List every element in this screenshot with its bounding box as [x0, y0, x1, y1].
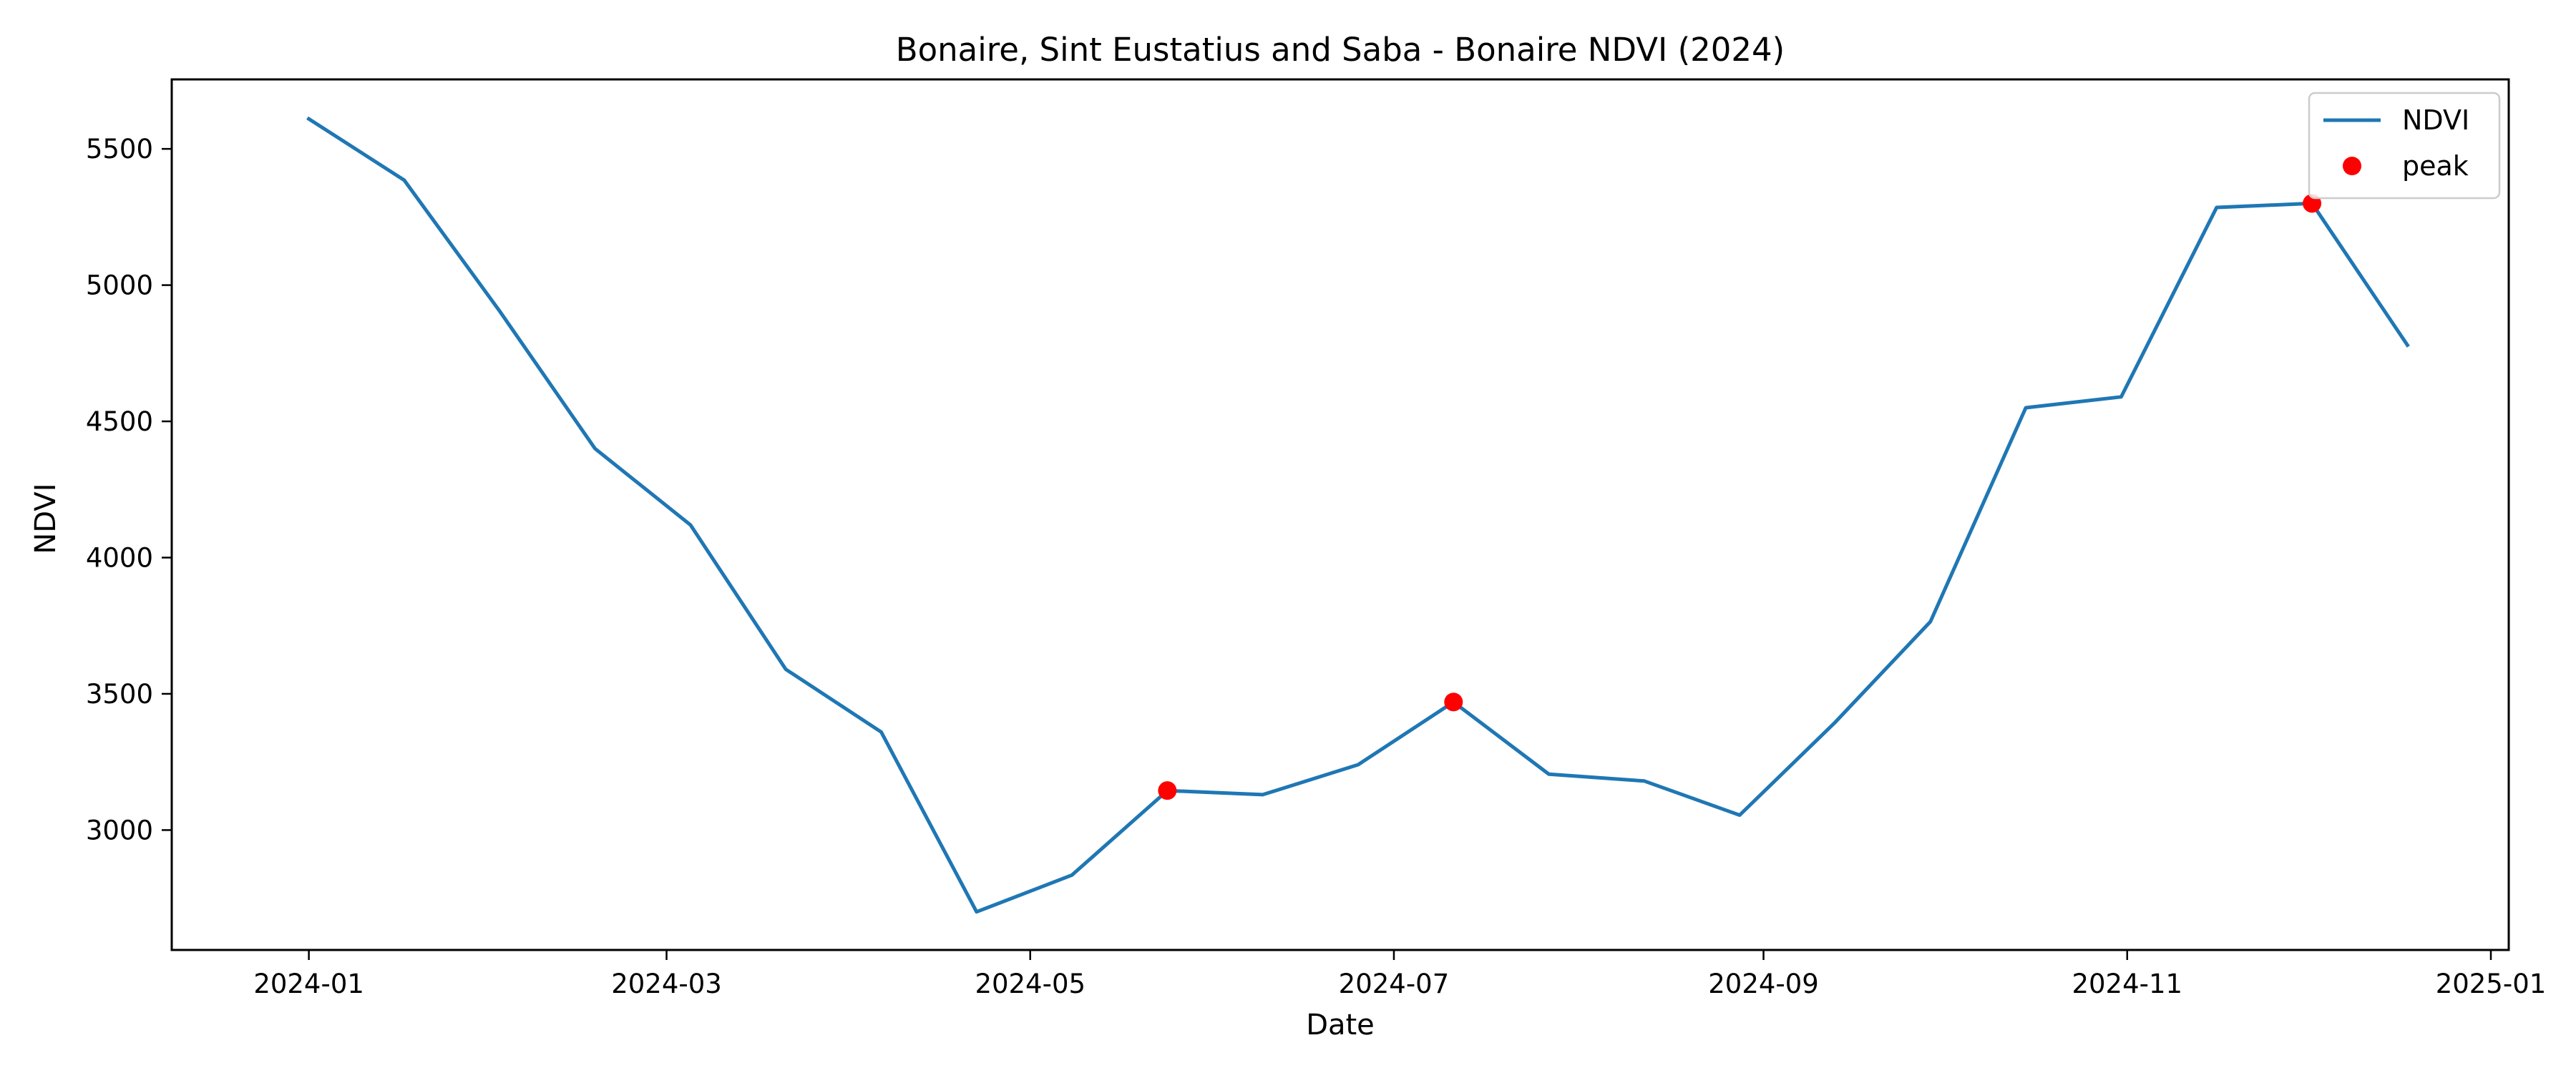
- x-tick-label: 2024-05: [975, 969, 1085, 999]
- legend-dot-swatch: [2343, 157, 2361, 175]
- plot-frame: [170, 78, 2510, 951]
- y-tick-label: 4000: [86, 542, 153, 573]
- x-tick-label: 2024-03: [611, 969, 722, 999]
- y-tick-label: 5000: [86, 270, 153, 301]
- y-tick-label: 3500: [86, 679, 153, 710]
- y-axis: 3000 3500 4000 4500 5000 5500: [86, 134, 172, 846]
- x-tick-label: 2024-11: [2072, 969, 2182, 999]
- x-axis-label: Date: [1306, 1009, 1375, 1042]
- x-tick-label: 2024-01: [253, 969, 364, 999]
- y-tick-label: 4500: [86, 406, 153, 437]
- peak-point: [1444, 692, 1463, 712]
- y-tick-label: 5500: [86, 134, 153, 165]
- legend-label: NDVI: [2402, 104, 2469, 136]
- plot-area: [306, 116, 2410, 914]
- x-tick-label: 2024-07: [1339, 969, 1450, 999]
- x-tick-label: 2025-01: [2436, 969, 2547, 999]
- x-tick-label: 2024-09: [1708, 969, 1819, 999]
- y-axis-label: NDVI: [29, 483, 62, 554]
- legend: NDVI peak: [2308, 92, 2501, 200]
- legend-label: peak: [2402, 150, 2469, 182]
- series-line-ndvi: [306, 116, 2410, 914]
- x-axis: 2024-01 2024-03 2024-05 2024-07 2024-09 2024-…: [253, 950, 2546, 999]
- peak-point: [1158, 781, 1177, 800]
- y-tick-label: 3000: [86, 815, 153, 846]
- chart-title: Bonaire, Sint Eustatius and Saba - Bonai…: [896, 31, 1785, 69]
